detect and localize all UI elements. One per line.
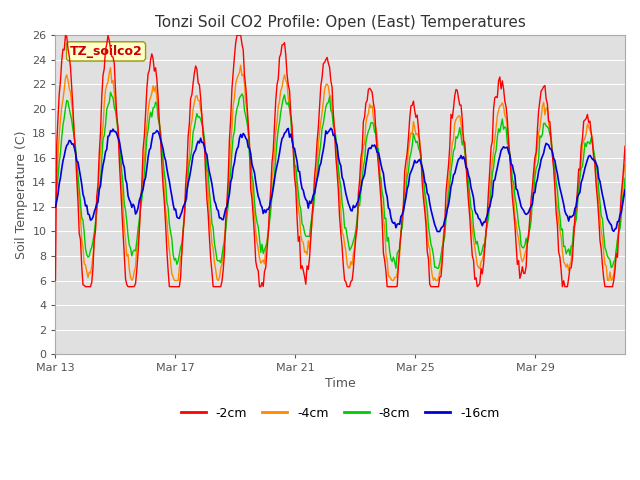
Title: Tonzi Soil CO2 Profile: Open (East) Temperatures: Tonzi Soil CO2 Profile: Open (East) Temp… — [155, 15, 525, 30]
Text: TZ_soilco2: TZ_soilco2 — [70, 45, 143, 58]
Legend: -2cm, -4cm, -8cm, -16cm: -2cm, -4cm, -8cm, -16cm — [176, 402, 505, 425]
X-axis label: Time: Time — [325, 377, 356, 390]
Y-axis label: Soil Temperature (C): Soil Temperature (C) — [15, 131, 28, 259]
